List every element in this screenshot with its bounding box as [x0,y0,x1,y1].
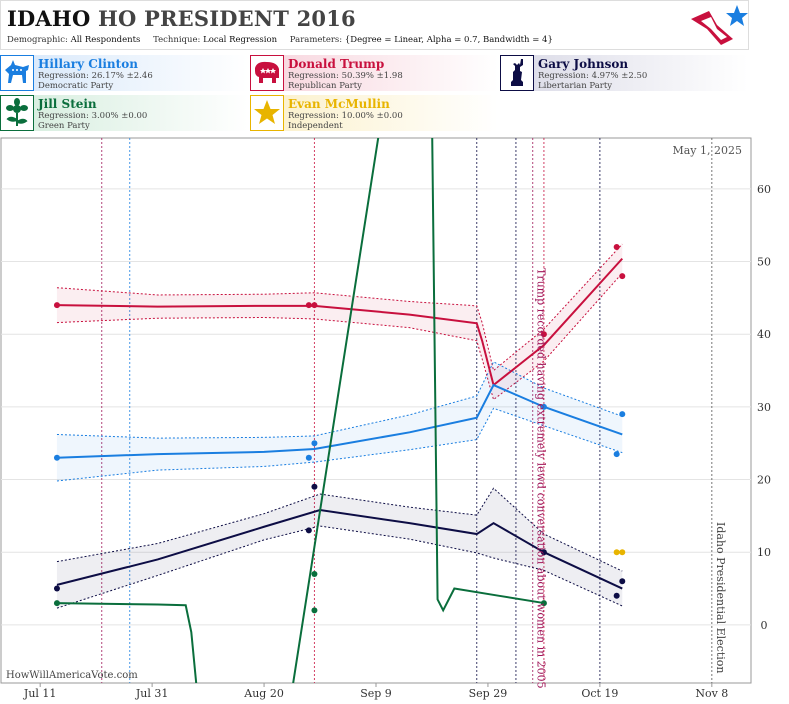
candidate-name: Hillary Clinton [38,57,138,71]
star-icon [250,95,284,131]
title-state: IDAHO [7,6,91,31]
band-upper-line [56,361,623,439]
poll-point [53,600,60,607]
candidate-party: Republican Party [288,81,362,91]
poll-point [53,585,60,592]
parameters-line: Demographic: All Respondents Technique: … [7,35,553,45]
band-lower-line [56,407,623,482]
poll-point [540,403,547,410]
poll-point [311,483,318,490]
poll-point [53,454,60,461]
candidate-regression: Regression: 26.17% ±2.46 [38,71,153,81]
candidate-card-stein: Jill Stein Regression: 3.00% ±0.00 Green… [0,95,248,131]
poll-point [619,549,626,556]
x-tick-label: Oct 19 [581,687,618,700]
y-tick-label: 0 [761,619,768,632]
poll-point [540,331,547,338]
parameters-value: {Degree = Linear, Alpha = 0.7, Bandwidth… [344,35,553,45]
candidate-party: Green Party [38,121,90,131]
poll-point [540,549,547,556]
demographic-label: Demographic: [7,35,68,45]
regression-line [56,138,545,683]
statue-of-liberty-icon [500,55,534,91]
title-rest: HO PRESIDENT 2016 [97,6,356,31]
candidate-name: Evan McMullin [288,97,390,111]
donkey-icon [0,55,34,91]
y-tick-label: 50 [757,256,771,269]
plot-layer [1,138,751,683]
candidate-regression: Regression: 3.00% ±0.00 [38,111,148,121]
candidate-name: Jill Stein [38,97,97,111]
plot-area [0,137,752,684]
x-tick-label: Nov 8 [695,687,728,700]
poll-point [311,571,318,577]
technique-label: Technique: [153,35,201,45]
candidate-party: Libertarian Party [538,81,613,91]
candidate-name: Donald Trump [288,57,385,71]
candidate-card-clinton: Hillary Clinton Regression: 26.17% ±2.46… [0,55,248,91]
star-logo-icon [691,5,748,45]
x-tick-label: Jul 11 [23,687,57,700]
poll-point [619,411,626,418]
regression-line [56,257,624,387]
flower-icon [0,95,34,131]
poll-point [613,592,620,599]
candidate-regression: Regression: 10.00% ±0.00 [288,111,403,121]
candidate-party: Democratic Party [38,81,114,91]
poll-point [613,549,620,556]
candidate-name: Gary Johnson [538,57,629,71]
poll-point [305,302,312,309]
watermark: HowWillAmericaVote.com [6,670,138,681]
date-label: May 1, 2025 [672,144,742,157]
confidence-band [56,361,623,481]
poll-point [311,440,318,447]
poll-point [305,527,312,534]
poll-point [305,454,312,461]
y-tick-label: 30 [757,401,771,414]
poll-point [613,451,620,458]
x-tick-label: Aug 20 [243,687,284,700]
poll-point [53,302,60,309]
candidate-card-mcmullin: Evan McMullin Regression: 10.00% ±0.00 I… [250,95,498,131]
event-annotation: Idaho Presidential Election [714,522,727,674]
regression-line [56,509,623,590]
chart-header: IDAHO HO PRESIDENT 2016 Demographic: All… [0,0,749,50]
y-tick-label: 40 [757,328,771,341]
poll-point [619,273,626,280]
page-title: IDAHO HO PRESIDENT 2016 [7,6,356,31]
demographic-value: All Respondents [70,35,141,45]
candidate-regression: Regression: 4.97% ±2.50 [538,71,648,81]
candidate-party: Independent [288,121,343,131]
technique-value: Local Regression [203,35,278,45]
x-tick-label: Jul 31 [135,687,169,700]
band-upper-line [56,243,623,372]
elephant-icon [250,55,284,91]
candidate-regression: Regression: 50.39% ±1.98 [288,71,403,81]
poll-point [619,578,626,585]
poll-point [613,244,620,250]
confidence-band [56,488,623,609]
candidate-card-trump: Donald Trump Regression: 50.39% ±1.98 Re… [250,55,498,91]
x-tick-label: Sep 9 [360,687,392,700]
event-annotation: Trump recorded having extremely lewd con… [535,268,548,689]
y-tick-label: 10 [757,546,771,559]
y-tick-label: 60 [757,183,771,196]
regression-line [56,383,623,459]
candidate-card-johnson: Gary Johnson Regression: 4.97% ±2.50 Lib… [500,55,748,91]
poll-point [311,302,318,309]
y-tick-label: 20 [757,474,771,487]
parameters-label: Parameters: [289,35,343,45]
poll-point [311,607,318,614]
poll-point [540,600,547,607]
x-tick-label: Sep 29 [469,687,508,700]
